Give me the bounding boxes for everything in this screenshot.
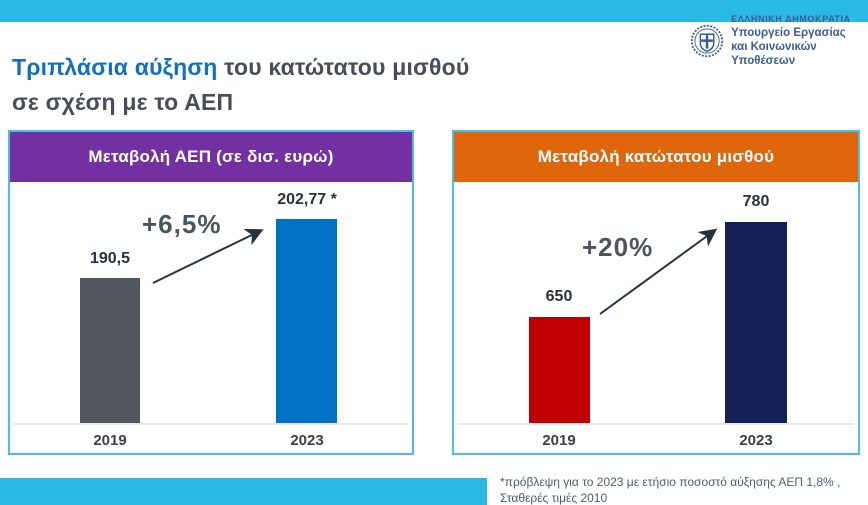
page-title: Τριπλάσια αύξηση του κατώτατου μισθού σε… <box>12 50 469 120</box>
ministry-line1: ΕΛΛΗΝΙΚΗ ΔΗΜΟΚΡΑΤΙΑ <box>731 14 851 24</box>
wage-2023-value: 780 <box>742 193 770 210</box>
wage-growth-annotation: +20% <box>582 232 654 262</box>
footnote-line1: *πρόβλεψη για το 2023 με ετήσιο ποσοστό … <box>500 475 841 489</box>
footnote-line2: Σταθερές τιμές 2010 <box>500 491 608 505</box>
gdp-bar-2023 <box>276 219 337 423</box>
ministry-line2: Υπουργείο Εργασίας <box>731 27 846 39</box>
ministry-text: ΕΛΛΗΝΙΚΗ ΔΗΜΟΚΡΑΤΙΑ Υπουργείο Εργασίας κ… <box>731 14 868 68</box>
gdp-2023-value: 202,77 * <box>277 191 337 208</box>
wage-bar-2019 <box>529 317 590 423</box>
wage-axis-baseline <box>458 423 854 425</box>
gdp-bar-2019 <box>80 278 140 423</box>
gdp-2019-value: 190,5 <box>89 250 131 267</box>
gdp-chart-panel: Μεταβολή ΑΕΠ (σε δισ. ευρώ) 190,5 202,77… <box>8 130 414 455</box>
wage-chart-panel: Μεταβολή κατώτατου μισθού 650 780 +20% 2… <box>452 130 860 455</box>
wage-category-2023: 2023 <box>739 432 773 449</box>
gdp-growth-arrow-icon <box>152 229 264 284</box>
gdp-axis-baseline <box>14 423 408 425</box>
footnote: *πρόβλεψη για το 2023 με ετήσιο ποσοστό … <box>500 474 862 505</box>
wage-growth-arrow-icon <box>599 228 718 315</box>
ministry-logo: ΕΛΛΗΝΙΚΗ ΔΗΜΟΚΡΑΤΙΑ Υπουργείο Εργασίας κ… <box>690 14 868 68</box>
wage-category-2019: 2019 <box>542 432 576 449</box>
gdp-growth-annotation: +6,5% <box>142 209 222 239</box>
page-title-line1: Τριπλάσια αύξηση του κατώτατου μισθού <box>12 50 469 85</box>
page-title-rest: του κατώτατου μισθού <box>217 54 470 80</box>
ministry-line3: και Κοινωνικών Υποθέσεων <box>731 41 817 67</box>
greek-emblem-icon <box>690 24 724 58</box>
gdp-chart-title: Μεταβολή ΑΕΠ (σε δισ. ευρώ) <box>10 132 412 182</box>
wage-bar-2023 <box>725 222 787 423</box>
gdp-category-2023: 2023 <box>290 432 324 449</box>
bottom-accent-bar <box>0 478 487 505</box>
gdp-category-2019: 2019 <box>93 432 127 449</box>
wage-2019-value: 650 <box>545 288 573 305</box>
page-title-highlight: Τριπλάσια αύξηση <box>12 54 218 80</box>
top-accent-bar <box>0 0 868 22</box>
page-title-line2: σε σχέση με το ΑΕΠ <box>12 89 234 115</box>
wage-chart-title: Μεταβολή κατώτατου μισθού <box>454 132 858 182</box>
